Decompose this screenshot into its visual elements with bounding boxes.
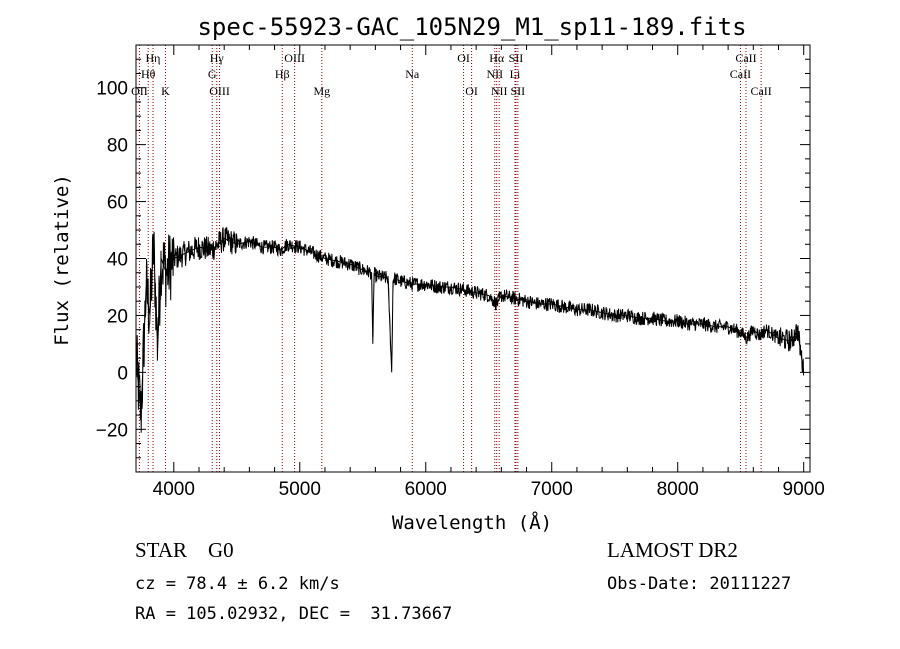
x-tick-label: 5000 (279, 479, 321, 500)
line-label: Hη (146, 51, 161, 65)
observation-date: Obs-Date: 20111227 (607, 574, 792, 594)
x-tick-label: 6000 (405, 479, 447, 500)
line-label: Hγ (210, 51, 225, 65)
x-tick-label: 8000 (657, 479, 699, 500)
x-tick-label: 9000 (783, 479, 825, 500)
line-label: K (161, 84, 170, 98)
line-label: OIII (209, 84, 230, 98)
line-label: NII (486, 67, 503, 81)
line-label: CaII (735, 51, 756, 65)
line-label: Hθ (141, 67, 156, 81)
object-class: STAR G0 (135, 538, 234, 562)
y-tick-label: 60 (107, 193, 128, 214)
y-tick-label: 20 (107, 306, 128, 327)
x-axis-label: Wavelength (Å) (392, 511, 552, 534)
redshift-readout: cz = 78.4 ± 6.2 km/s (135, 574, 340, 594)
line-label: SII (509, 51, 524, 65)
line-label: Hα (489, 51, 505, 65)
line-label: Mg (313, 84, 330, 98)
line-label: OI (465, 84, 478, 98)
line-label: OIII (284, 51, 305, 65)
line-label: SII (511, 84, 526, 98)
chart-title: spec-55923-GAC_105N29_M1_sp11-189.fits (197, 13, 746, 41)
line-label: Li (510, 67, 521, 81)
axis-ticks (136, 45, 810, 472)
y-axis-label: Flux (relative) (51, 174, 73, 346)
x-tick-label: 4000 (153, 479, 195, 500)
x-tick-label: 7000 (531, 479, 573, 500)
line-label: G (208, 67, 217, 81)
y-tick-label: 80 (107, 136, 128, 157)
line-label: NII (491, 84, 508, 98)
line-label: CaII (750, 84, 771, 98)
y-tick-label: 40 (107, 250, 128, 271)
line-label: Na (405, 67, 420, 81)
y-tick-labels: −20 0 20 40 60 80 100 (96, 79, 128, 442)
line-label: CaII (730, 67, 751, 81)
coordinates-readout: RA = 105.02932, DEC = 31.73667 (135, 604, 453, 624)
line-label: OI (457, 51, 470, 65)
plot-frame (135, 44, 811, 473)
x-tick-labels: 4000 5000 6000 7000 8000 9000 (153, 479, 825, 500)
y-tick-label: 0 (117, 363, 128, 384)
y-tick-label: −20 (96, 420, 128, 441)
line-label: Hβ (275, 67, 290, 81)
line-markers (138, 45, 762, 472)
survey-name: LAMOST DR2 (607, 538, 738, 562)
line-label: OII (131, 84, 148, 98)
spectrum-line (135, 227, 805, 433)
y-tick-label: 100 (96, 79, 128, 100)
